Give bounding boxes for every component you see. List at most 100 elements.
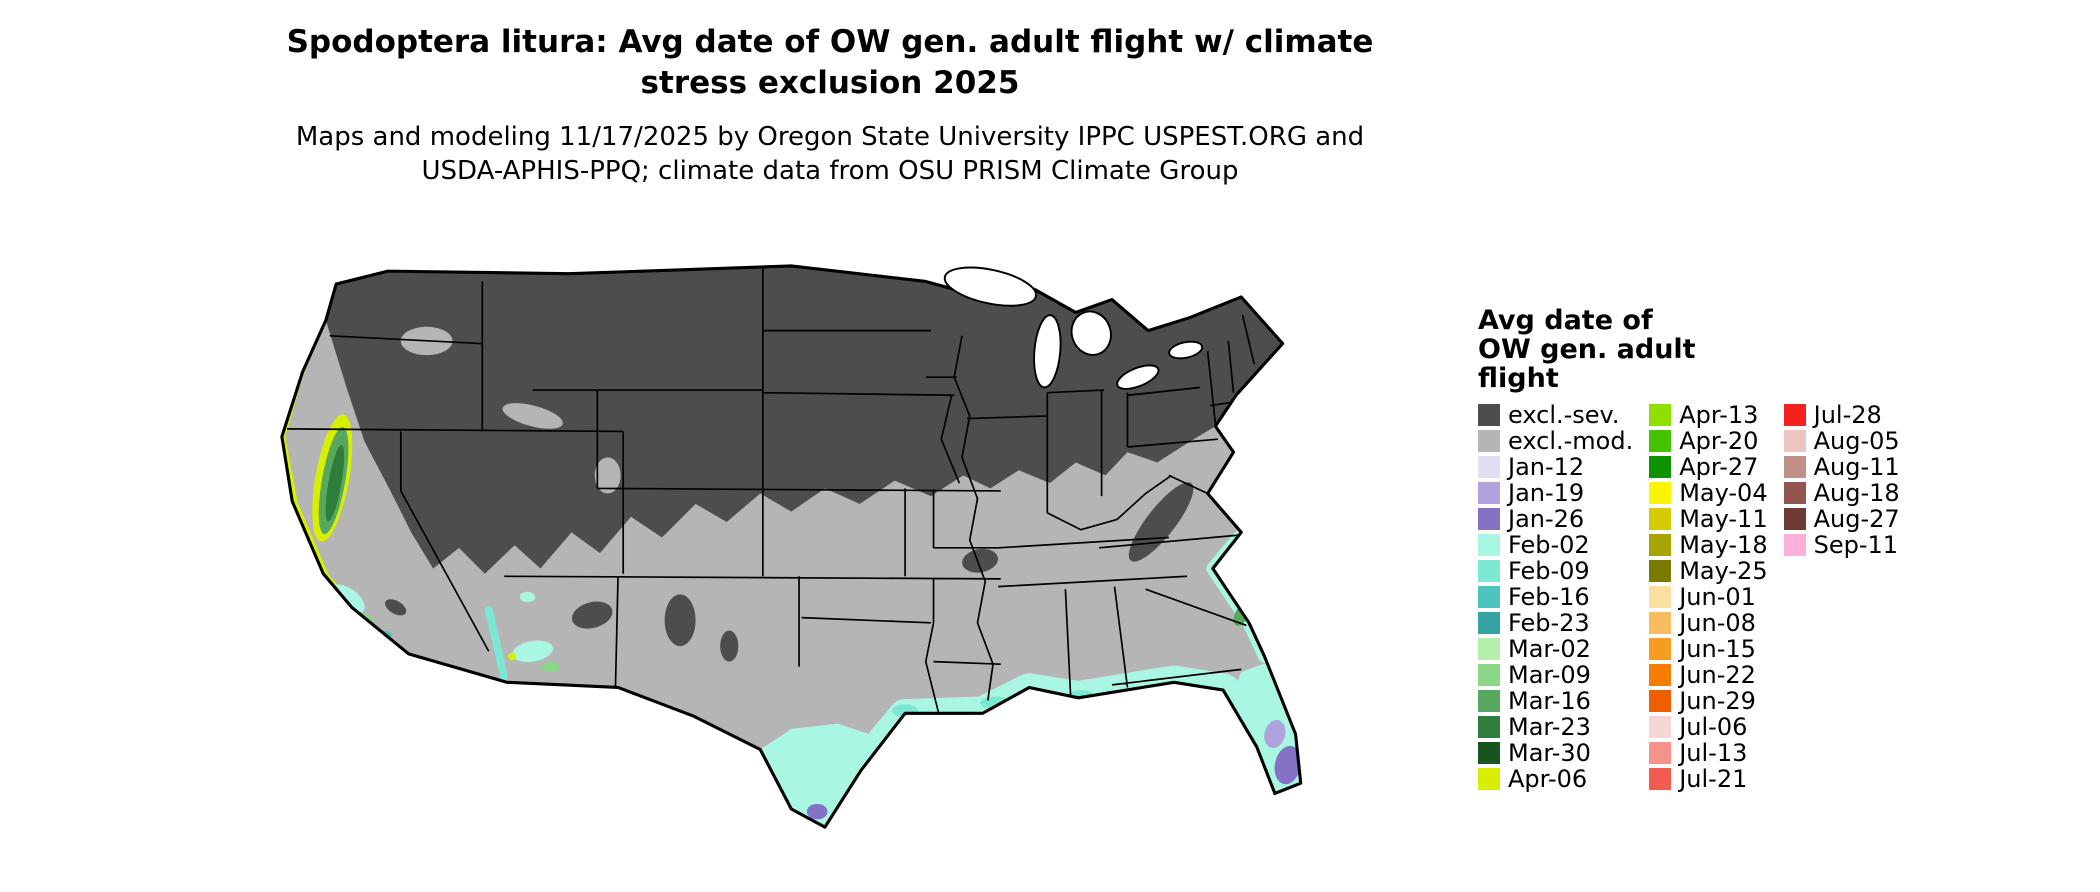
legend-label: Jan-26 (1508, 505, 1585, 533)
legend-swatch (1649, 742, 1672, 764)
legend-entry: May-18 (1649, 531, 1768, 559)
legend-entry: Jul-21 (1649, 765, 1767, 793)
legend-column-2: Apr-13 Apr-20 Apr-27 May-04 May-11 May-18 May-… (1649, 401, 1768, 793)
legend-entry: Mar-16 (1478, 687, 1633, 715)
legend-swatch (1783, 534, 1806, 556)
map-patch-dark-sacramento-mts (720, 630, 739, 662)
legend-entry: Jul-06 (1649, 713, 1767, 741)
map-patch-yuma-yellow (508, 652, 516, 661)
legend-swatch (1649, 430, 1672, 452)
legend-label: Mar-02 (1508, 635, 1591, 663)
legend-entry: Sep-11 (1783, 531, 1900, 559)
us-map-container (205, 222, 1450, 884)
legend-label: Aug-18 (1813, 479, 1900, 507)
legend-entry: Aug-05 (1783, 427, 1900, 455)
map-patch-vegas-feb (519, 591, 536, 603)
legend-columns: excl.-sev. excl.-mod. Jan-12 Jan-19 Jan-26 Fe… (1478, 401, 1900, 793)
legend-entry: Jul-28 (1783, 401, 1900, 429)
legend-entry: Mar-02 (1478, 635, 1633, 663)
legend-swatch (1649, 508, 1672, 530)
legend-swatch (1478, 456, 1500, 478)
lake-michigan (1033, 314, 1062, 389)
legend-label: May-04 (1679, 479, 1768, 507)
legend-label: Jul-28 (1813, 401, 1882, 429)
legend-entry: Jan-12 (1478, 453, 1633, 481)
figure-subtitle-line2: USDA-APHIS-PPQ; climate data from OSU PR… (421, 156, 1239, 186)
figure-title-line1: Spodoptera litura: Avg date of OW gen. a… (286, 24, 1374, 60)
legend-swatch (1649, 482, 1672, 504)
lake-superior (943, 266, 1038, 307)
legend-swatch (1478, 768, 1500, 790)
map-region-central-valley-inner (325, 444, 345, 522)
legend-entry: Jun-01 (1649, 583, 1767, 611)
legend-label: excl.-mod. (1508, 427, 1634, 455)
legend-label: Jan-19 (1508, 479, 1585, 507)
legend-swatch (1649, 534, 1672, 556)
legend-entry: Feb-09 (1478, 557, 1633, 585)
legend-swatch (1649, 456, 1672, 478)
legend-entry: Jul-13 (1649, 739, 1767, 767)
legend-label: Jun-22 (1679, 661, 1756, 689)
figure-title: Spodoptera litura: Avg date of OW gen. a… (0, 22, 1660, 104)
legend-label: Feb-16 (1508, 583, 1590, 611)
figure-subtitle: Maps and modeling 11/17/2025 by Oregon S… (0, 120, 1660, 188)
legend-swatch (1478, 404, 1500, 426)
legend-label: Apr-20 (1679, 427, 1759, 455)
legend-entry: Apr-06 (1478, 765, 1633, 793)
figure-title-line2: stress exclusion 2025 (640, 65, 1020, 101)
map-region-central-florida-jan19 (1264, 720, 1286, 749)
legend-label: Jun-08 (1679, 609, 1756, 637)
legend-swatch (1478, 560, 1500, 582)
legend-label: Aug-05 (1813, 427, 1900, 455)
legend-entry: May-04 (1649, 479, 1768, 507)
legend-entry: Apr-27 (1649, 453, 1767, 481)
state-boundaries (287, 268, 1255, 714)
legend-label: Jul-06 (1679, 713, 1748, 741)
legend-label: Apr-27 (1679, 453, 1759, 481)
legend-entry: Feb-16 (1478, 583, 1633, 611)
map-patch-dark-socal-mts (385, 599, 407, 616)
legend-label: Feb-09 (1508, 557, 1590, 585)
map-region-south-texas-feb (760, 723, 877, 828)
legend-entry: Jun-29 (1649, 687, 1767, 715)
legend-label: May-25 (1679, 557, 1768, 585)
map-patch-dark-appalachians (1128, 482, 1194, 562)
legend-swatch (1478, 586, 1500, 608)
legend-label: Jun-29 (1679, 687, 1756, 715)
legend-swatch (1478, 430, 1500, 452)
legend-entry: Jan-26 (1478, 505, 1633, 533)
figure-subtitle-line1: Maps and modeling 11/17/2025 by Oregon S… (295, 122, 1365, 152)
legend-swatch (1478, 612, 1500, 634)
map-fill-layers (281, 265, 1301, 828)
legend-entry: Feb-23 (1478, 609, 1633, 637)
map-patch-light-snake-plain (502, 403, 563, 429)
map-patch-light-great-basin (594, 457, 621, 494)
legend-title: Avg date of OW gen. adult flight (1478, 306, 1900, 393)
legend-swatch (1649, 638, 1672, 660)
lake-erie (1116, 364, 1160, 390)
legend-swatch (1783, 508, 1806, 530)
map-patch-dark-ozarks (962, 548, 999, 573)
legend-entry: Jun-15 (1649, 635, 1767, 663)
legend-swatch (1649, 716, 1672, 738)
legend-swatch (1478, 508, 1500, 530)
legend-label: Aug-11 (1813, 453, 1900, 481)
legend-swatch (1478, 742, 1500, 764)
legend-swatch (1783, 404, 1806, 426)
legend-label: Apr-13 (1679, 401, 1759, 429)
map-patch-dark-nm-range (664, 594, 696, 647)
legend-label: May-11 (1679, 505, 1768, 533)
legend-label: Mar-16 (1508, 687, 1591, 715)
legend-column-1: excl.-sev. excl.-mod. Jan-12 Jan-19 Jan-26 Fe… (1478, 401, 1634, 793)
legend-swatch (1478, 638, 1500, 660)
legend-label: Jun-15 (1679, 635, 1756, 663)
legend-swatch (1649, 560, 1672, 582)
legend-column-3: Jul-28 Aug-05 Aug-11 Aug-18 Aug-27 Sep-11 (1783, 401, 1900, 559)
legend-label: Aug-27 (1813, 505, 1900, 533)
legend-swatch (1478, 716, 1500, 738)
legend-label: Apr-06 (1508, 765, 1588, 793)
legend-entry: excl.-mod. (1478, 427, 1634, 455)
map-patch-arizona-green (541, 661, 560, 672)
legend-entry: Aug-11 (1783, 453, 1900, 481)
